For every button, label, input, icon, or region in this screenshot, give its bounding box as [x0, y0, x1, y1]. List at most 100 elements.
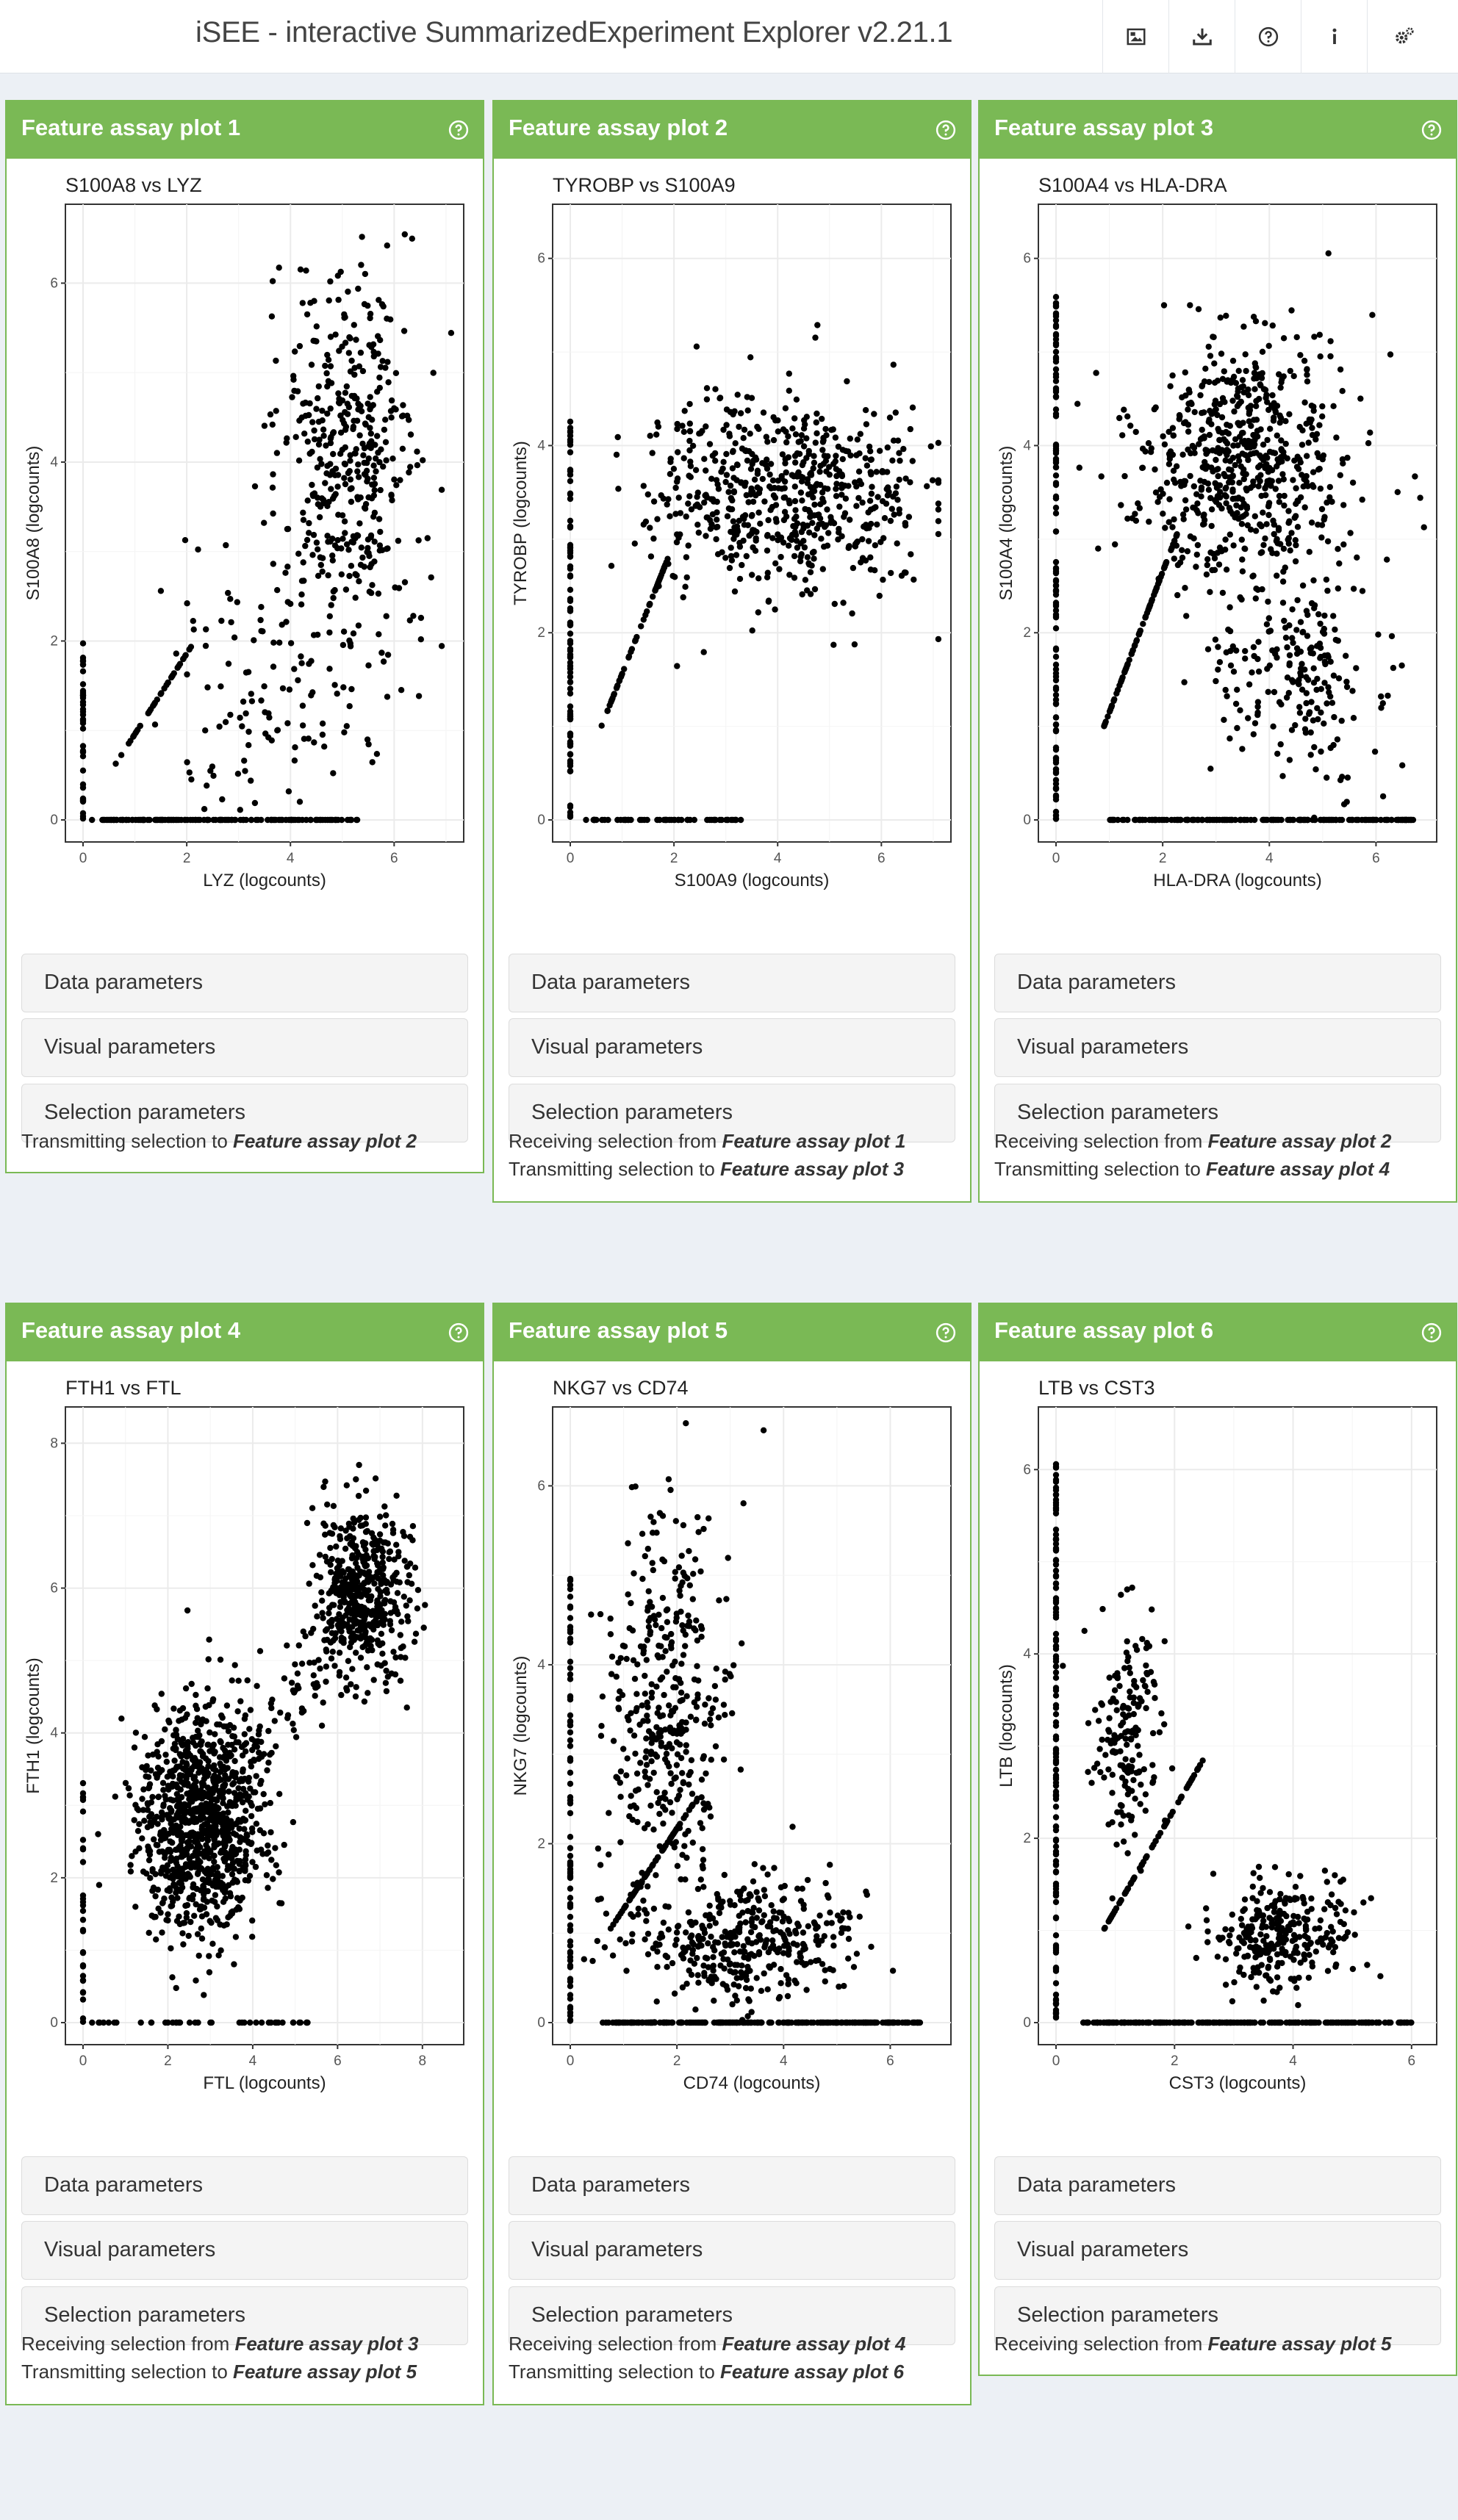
- data-point: [169, 1839, 176, 1846]
- data-point: [896, 476, 902, 483]
- visual-parameters-section[interactable]: Visual parameters: [994, 1018, 1441, 1077]
- data-point: [1301, 504, 1308, 511]
- data-point: [362, 472, 369, 478]
- data-point: [330, 594, 337, 602]
- data-point: [567, 472, 574, 478]
- visual-parameters-section[interactable]: Visual parameters: [509, 1018, 955, 1077]
- x-tick-label: 6: [334, 2053, 342, 2069]
- visual-parameters-section[interactable]: Visual parameters: [21, 1018, 468, 1077]
- data-point: [312, 337, 318, 345]
- settings-button[interactable]: [1367, 0, 1440, 73]
- data-point: [235, 1739, 242, 1746]
- data-point: [129, 816, 136, 824]
- data-point: [298, 1660, 306, 1667]
- data-point: [438, 486, 445, 493]
- data-point: [1326, 483, 1333, 491]
- data-point: [567, 1794, 574, 1801]
- data-point: [344, 1621, 351, 1628]
- data-point: [347, 1644, 353, 1651]
- data-point: [1229, 397, 1236, 404]
- panel-help-icon[interactable]: [448, 119, 470, 141]
- data-point: [210, 772, 217, 780]
- data-point: [1226, 479, 1232, 486]
- data-point: [678, 816, 685, 824]
- data-parameters-section[interactable]: Data parameters: [21, 954, 468, 1012]
- data-point: [1101, 723, 1107, 730]
- download-button[interactable]: [1168, 0, 1235, 73]
- data-point: [198, 1741, 204, 1749]
- export-image-button[interactable]: [1102, 0, 1168, 73]
- data-point: [1265, 406, 1272, 414]
- data-point: [296, 417, 303, 424]
- data-point: [324, 410, 331, 417]
- data-parameters-section[interactable]: Data parameters: [994, 954, 1441, 1012]
- panel-help-icon[interactable]: [448, 1322, 470, 1344]
- data-point: [178, 1881, 185, 1887]
- data-point: [840, 600, 847, 606]
- panel-help-icon[interactable]: [935, 1322, 957, 1344]
- data-point: [1163, 479, 1171, 486]
- data-point: [1292, 537, 1299, 544]
- data-point: [813, 419, 819, 426]
- data-point: [315, 1657, 322, 1663]
- data-parameters-section[interactable]: Data parameters: [21, 2156, 468, 2215]
- info-button[interactable]: [1301, 0, 1367, 73]
- data-point: [260, 1790, 267, 1798]
- selection-parameters-section[interactable]: Selection parameters: [21, 2286, 468, 2345]
- data-point: [1277, 454, 1285, 461]
- data-point: [1288, 530, 1295, 536]
- visual-parameters-section[interactable]: Visual parameters: [21, 2221, 468, 2280]
- help-tour-button[interactable]: [1235, 0, 1301, 73]
- data-point: [1286, 411, 1293, 417]
- data-point: [1179, 511, 1187, 518]
- data-point: [1327, 658, 1334, 665]
- selection-parameters-section[interactable]: Selection parameters: [994, 1084, 1441, 1142]
- selection-parameters-section[interactable]: Selection parameters: [509, 1084, 955, 1142]
- data-point: [1312, 766, 1319, 773]
- selection-parameters-section[interactable]: Selection parameters: [21, 1084, 468, 1142]
- data-point: [1293, 541, 1299, 549]
- data-point: [830, 519, 837, 526]
- data-point: [779, 451, 786, 458]
- data-point: [203, 626, 209, 633]
- panel-help-icon[interactable]: [935, 119, 957, 141]
- data-point: [243, 1748, 249, 1754]
- data-point: [1237, 707, 1243, 713]
- data-point: [370, 1552, 377, 1559]
- data-point: [831, 600, 838, 608]
- data-point: [191, 1806, 198, 1812]
- data-point: [375, 590, 382, 597]
- data-point: [887, 517, 894, 525]
- data-point: [414, 448, 420, 455]
- data-point: [1116, 414, 1123, 422]
- panel-help-icon[interactable]: [1421, 119, 1443, 141]
- data-point: [174, 1802, 181, 1809]
- data-point: [701, 456, 708, 462]
- data-point: [567, 757, 574, 764]
- data-point: [298, 1705, 306, 1712]
- data-parameters-section[interactable]: Data parameters: [509, 954, 955, 1012]
- data-point: [863, 525, 870, 532]
- data-point: [239, 1894, 245, 1901]
- data-point: [1289, 635, 1296, 641]
- data-point: [322, 1522, 328, 1529]
- y-axis-label: FTH1 (logcounts): [24, 1657, 43, 1793]
- data-point: [357, 1635, 364, 1641]
- data-point: [567, 813, 574, 820]
- data-point: [345, 1657, 352, 1664]
- data-point: [377, 528, 384, 536]
- data-point: [1319, 403, 1326, 410]
- data-point: [889, 457, 896, 464]
- data-point: [377, 1593, 384, 1599]
- data-point: [1052, 602, 1060, 609]
- data-point: [1335, 675, 1343, 682]
- data-point: [137, 2019, 144, 2026]
- data-point: [1265, 502, 1272, 508]
- data-point: [747, 354, 754, 361]
- data-point: [310, 1672, 317, 1679]
